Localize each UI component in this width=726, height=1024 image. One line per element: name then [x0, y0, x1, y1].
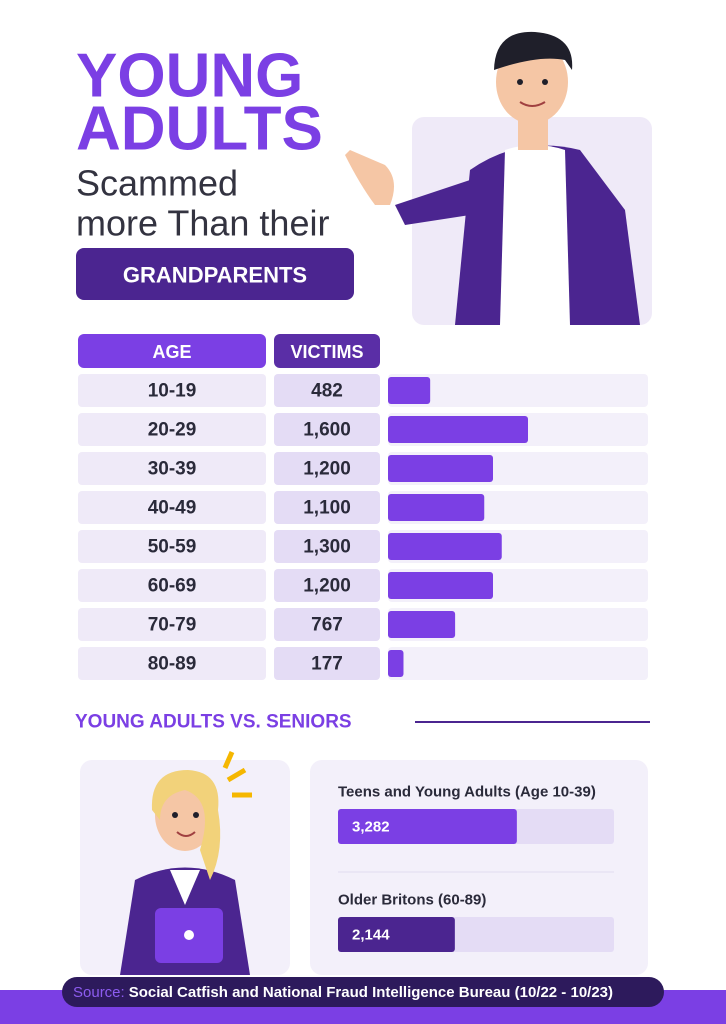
bar-track — [388, 374, 648, 407]
man-illustration — [345, 31, 652, 325]
category-label: 50-59 — [148, 537, 197, 558]
row-bg — [78, 374, 266, 407]
row-bg — [78, 491, 266, 524]
column-header: AGE — [152, 342, 191, 362]
category-label: 70-79 — [148, 615, 197, 636]
row-bg — [274, 491, 380, 524]
title: ADULTS — [76, 95, 323, 164]
category-label: 80-89 — [148, 654, 197, 675]
category-label: 10-19 — [148, 381, 197, 402]
row-bg — [274, 530, 380, 563]
bar-label: Teens and Young Adults (Age 10-39) — [338, 784, 596, 801]
bar — [388, 533, 502, 560]
bar-label: Older Britons (60-89) — [338, 892, 486, 909]
woman-illustration — [120, 750, 252, 975]
row-bg — [78, 530, 266, 563]
row-bg — [78, 608, 266, 641]
category-label: 40-49 — [148, 498, 197, 519]
value-label: 767 — [311, 615, 343, 636]
value-label: 2,144 — [352, 927, 390, 944]
header-tab — [78, 334, 266, 368]
value-label: 482 — [311, 381, 343, 402]
category-label: 60-69 — [148, 576, 197, 597]
bar-track — [388, 647, 648, 680]
value-label: 177 — [311, 654, 343, 675]
value-label: 1,200 — [303, 459, 351, 480]
section-title: YOUNG ADULTS VS. SENIORS — [75, 712, 352, 733]
source-pill — [62, 977, 664, 1007]
value-label: 1,600 — [303, 420, 351, 441]
value-label: 1,300 — [303, 537, 351, 558]
source-label: Source: — [73, 984, 125, 1001]
row-bg — [78, 413, 266, 446]
row-bg — [78, 452, 266, 485]
bar — [388, 611, 456, 638]
category-label: 20-29 — [148, 420, 197, 441]
value-label: 3,282 — [352, 819, 390, 836]
row-bg — [274, 608, 380, 641]
bar — [388, 416, 528, 443]
row-bg — [274, 569, 380, 602]
subtitle: Scammed — [76, 163, 238, 204]
bar — [388, 494, 485, 521]
source: Source: Social Catfish and National Fraud… — [73, 984, 613, 1001]
bar — [388, 650, 404, 677]
source-text: Social Catfish and National Fraud Intell… — [129, 984, 613, 1001]
category-label: 30-39 — [148, 459, 197, 480]
bar — [388, 455, 493, 482]
row-bg — [78, 647, 266, 680]
bar — [388, 377, 431, 404]
bar — [338, 917, 455, 952]
column-header: VICTIMS — [290, 342, 363, 362]
badge-bg — [76, 248, 354, 300]
bar — [338, 809, 517, 844]
row-bg — [274, 374, 380, 407]
bar — [388, 572, 493, 599]
header-tab — [274, 334, 380, 368]
badge: GRANDPARENTS — [123, 263, 307, 288]
value-label: 1,100 — [303, 498, 351, 519]
value-label: 1,200 — [303, 576, 351, 597]
row-bg — [274, 452, 380, 485]
subtitle: more Than their — [76, 203, 329, 244]
row-bg — [274, 647, 380, 680]
row-bg — [274, 413, 380, 446]
row-bg — [78, 569, 266, 602]
title: YOUNG — [76, 42, 303, 111]
